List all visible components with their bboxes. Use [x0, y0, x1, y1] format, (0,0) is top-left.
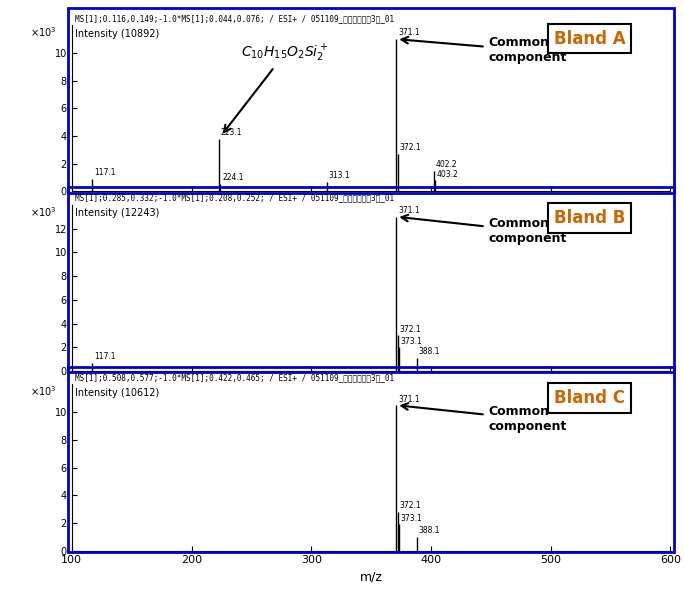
Text: 388.1: 388.1 [419, 348, 440, 356]
Text: 372.1: 372.1 [399, 325, 421, 334]
Text: 371.1: 371.1 [398, 206, 420, 215]
Text: $\times 10^3$: $\times 10^3$ [30, 205, 56, 218]
Text: Bland A: Bland A [554, 30, 625, 47]
X-axis label: m/z: m/z [360, 571, 382, 584]
Text: MS[1];0.285,0.332;-1.0*MS[1];0.208,0.252; / ESI+ / 051109_ファンデーシ3種_01: MS[1];0.285,0.332;-1.0*MS[1];0.208,0.252… [75, 194, 395, 202]
Text: 373.1: 373.1 [401, 337, 422, 346]
Text: 372.1: 372.1 [399, 501, 421, 510]
Text: 372.1: 372.1 [399, 143, 421, 152]
Text: Bland B: Bland B [554, 209, 625, 227]
Text: Intensity (10892): Intensity (10892) [75, 28, 159, 38]
Text: 373.1: 373.1 [401, 514, 422, 523]
Text: MS[1];0.508,0.577;-1.0*MS[1];0.422,0.465; / ESI+ / 051109_ファンデーシ3種_01: MS[1];0.508,0.577;-1.0*MS[1];0.422,0.465… [75, 373, 395, 382]
Text: 224.1: 224.1 [222, 173, 244, 182]
Text: $C_{10}H_{15}O_2Si_2^+$: $C_{10}H_{15}O_2Si_2^+$ [224, 43, 329, 132]
Text: 117.1: 117.1 [94, 352, 116, 361]
Text: Common
component: Common component [402, 36, 567, 64]
Text: Common
component: Common component [402, 215, 567, 245]
Text: MS[1];0.116,0.149;-1.0*MS[1];0.044,0.076; / ESI+ / 051109_ファンデーシ3種_01: MS[1];0.116,0.149;-1.0*MS[1];0.044,0.076… [75, 14, 395, 23]
Text: Bland C: Bland C [554, 389, 625, 407]
Text: $\times 10^3$: $\times 10^3$ [30, 384, 56, 398]
Text: Intensity (10612): Intensity (10612) [75, 388, 159, 398]
Text: 371.1: 371.1 [398, 28, 420, 37]
Text: 402.2: 402.2 [435, 160, 457, 169]
Text: 117.1: 117.1 [94, 168, 116, 177]
Text: 403.2: 403.2 [436, 170, 458, 179]
Text: Common
component: Common component [402, 403, 567, 433]
Text: $\times 10^3$: $\times 10^3$ [30, 25, 56, 39]
Text: 313.1: 313.1 [329, 171, 350, 180]
Text: 388.1: 388.1 [419, 526, 440, 535]
Text: 371.1: 371.1 [398, 394, 420, 404]
Text: 223.1: 223.1 [221, 128, 242, 137]
Text: Intensity (12243): Intensity (12243) [75, 208, 159, 218]
